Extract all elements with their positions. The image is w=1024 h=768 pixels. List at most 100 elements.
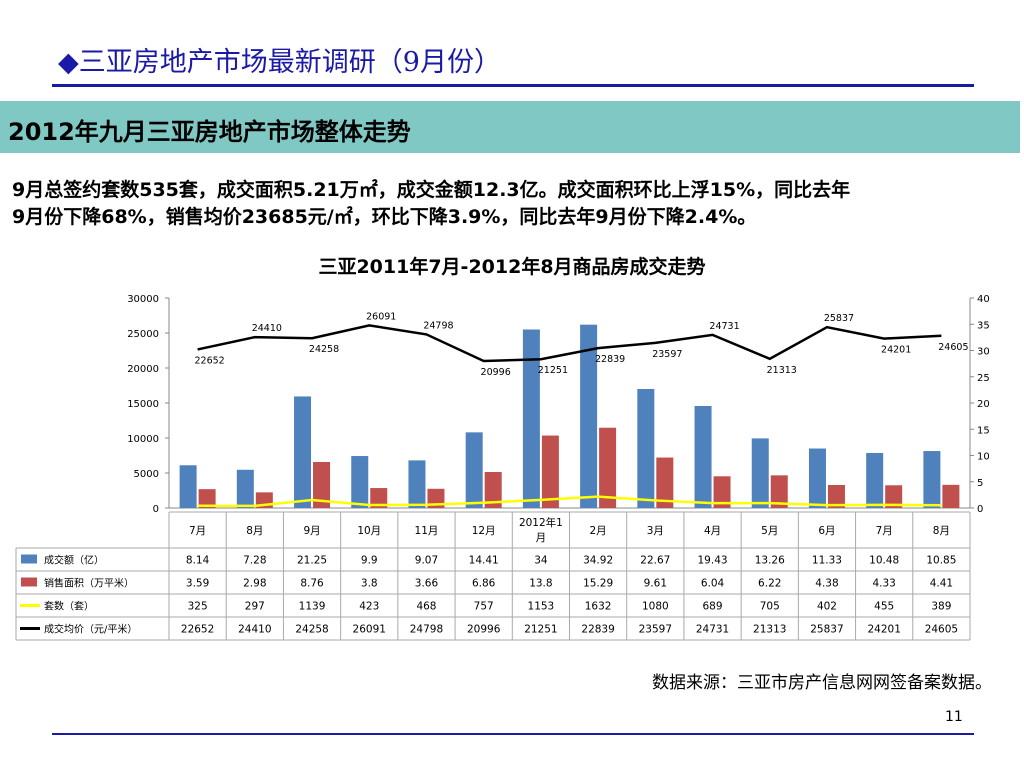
bar-deal-amount: [751, 438, 769, 508]
right-tick-label: 20: [977, 399, 990, 410]
table-cell-value: 24731: [696, 624, 729, 636]
bar-sales-area: [770, 475, 788, 508]
legend-label: 成交均价（元/平米）: [44, 623, 137, 636]
section-banner: 2012年九月三亚房地产市场整体走势: [0, 101, 1020, 153]
table-cell-value: 7.28: [243, 555, 266, 567]
slide-title: ◆三亚房地产市场最新调研（9月份）: [58, 47, 501, 78]
table-cell-value: 19.43: [698, 555, 728, 567]
table-cell-value: 15.29: [583, 578, 613, 590]
table-cell-value: 25837: [810, 624, 843, 636]
right-tick-label: 25: [977, 373, 990, 384]
table-cell-value: 22839: [581, 624, 614, 636]
table-cell-value: 6.86: [472, 578, 496, 590]
right-tick-label: 35: [977, 320, 990, 331]
right-tick-label: 10: [977, 452, 990, 463]
table-cell-value: 1080: [642, 601, 669, 613]
summary-line-2: 9月份下降68%，销售均价23685元/㎡，环比下降3.9%，同比去年9月份下降…: [12, 206, 757, 228]
summary-text: 9月总签约套数535套，成交面积5.21万㎡，成交金额12.3亿。成交面积环比上…: [12, 177, 1012, 231]
table-cell-value: 468: [416, 601, 436, 613]
left-tick-label: 20000: [127, 364, 159, 375]
left-tick-label: 5000: [134, 469, 159, 480]
table-cell-value: 21313: [753, 624, 786, 636]
bar-deal-amount: [923, 451, 941, 508]
table-cell-value: 22.67: [640, 555, 670, 567]
title-rule: [52, 84, 974, 87]
bar-deal-amount: [580, 324, 598, 508]
bar-deal-amount: [694, 405, 712, 508]
price-data-label: 24258: [309, 344, 339, 355]
right-tick-label: 40: [977, 294, 990, 305]
right-tick-label: 30: [977, 347, 990, 358]
table-cell-value: 8.76: [300, 578, 324, 590]
legend-label: 套数（套）: [44, 600, 94, 613]
bar-sales-area: [656, 457, 674, 508]
legend-label: 销售面积（万平米）: [44, 577, 134, 590]
table-cell-value: 3.8: [361, 578, 378, 590]
x-tick-label: 月: [536, 532, 547, 544]
table-cell-value: 2.98: [243, 578, 266, 590]
table-cell-value: 1632: [585, 601, 612, 613]
price-data-label: 26091: [366, 311, 396, 322]
table-cell-value: 757: [474, 601, 494, 613]
price-data-label: 22839: [595, 354, 625, 365]
table-cell-value: 24798: [410, 624, 443, 636]
bar-sales-area: [599, 427, 617, 508]
bar-deal-amount: [351, 456, 369, 508]
table-cell-value: 4.41: [930, 578, 953, 590]
table-cell-value: 297: [245, 601, 265, 613]
x-tick-label: 2012年1: [519, 516, 563, 529]
bar-deal-amount: [465, 432, 483, 508]
table-cell-value: 10.85: [926, 555, 956, 567]
table-cell-value: 21.25: [297, 555, 327, 567]
bar-sales-area: [313, 462, 331, 508]
bar-sales-area: [885, 485, 903, 508]
x-tick-label: 6月: [818, 525, 835, 537]
table-cell-value: 423: [359, 601, 379, 613]
data-source: 数据来源：三亚市房产信息网网签备案数据。: [652, 673, 992, 693]
avg-price-line: [197, 324, 942, 363]
summary-line-1: 9月总签约套数535套，成交面积5.21万㎡，成交金额12.3亿。成交面积环比上…: [12, 179, 851, 201]
table-cell-value: 34: [534, 555, 548, 567]
x-tick-label: 2月: [590, 525, 607, 537]
price-data-label: 25837: [824, 313, 854, 324]
bar-deal-amount: [522, 329, 540, 508]
table-cell-value: 13.26: [755, 555, 785, 567]
units-line: [197, 495, 942, 508]
right-tick-label: 0: [977, 504, 983, 515]
price-data-label: 24201: [881, 345, 911, 356]
table-cell-value: 6.04: [701, 578, 725, 590]
table-cell-value: 24258: [295, 624, 328, 636]
price-data-label: 23597: [652, 349, 682, 360]
left-tick-label: 15000: [127, 399, 159, 410]
x-tick-label: 8月: [933, 525, 950, 537]
table-cell-value: 24605: [925, 624, 958, 636]
table-cell-value: 325: [188, 601, 208, 613]
x-tick-label: 9月: [303, 525, 320, 537]
bar-deal-amount: [866, 452, 884, 508]
table-cell-value: 4.33: [872, 578, 895, 590]
table-cell-value: 21251: [524, 624, 557, 636]
bar-deal-amount: [294, 396, 312, 508]
table-cell-value: 22652: [181, 624, 214, 636]
table-cell-value: 4.38: [815, 578, 838, 590]
bar-deal-amount: [408, 460, 426, 508]
table-cell-value: 20996: [467, 624, 501, 636]
legend-label: 成交额（亿）: [44, 554, 104, 567]
bar-sales-area: [484, 471, 502, 508]
right-tick-label: 5: [977, 478, 983, 489]
price-data-label: 21313: [767, 365, 797, 376]
table-cell-value: 9.07: [415, 555, 438, 567]
table-cell-value: 26091: [353, 624, 386, 636]
bar-sales-area: [541, 435, 559, 508]
table-cell-value: 402: [817, 601, 837, 613]
legend-swatch: [21, 554, 37, 564]
bar-deal-amount: [637, 388, 655, 508]
table-cell-value: 3.59: [186, 578, 209, 590]
x-tick-label: 5月: [761, 525, 778, 537]
table-cell-value: 705: [760, 601, 780, 613]
banner-title: 2012年九月三亚房地产市场整体走势: [8, 118, 411, 146]
bar-deal-amount: [179, 465, 197, 508]
x-tick-label: 11月: [415, 525, 439, 537]
left-tick-label: 25000: [127, 329, 159, 340]
price-data-label: 22652: [194, 355, 224, 366]
